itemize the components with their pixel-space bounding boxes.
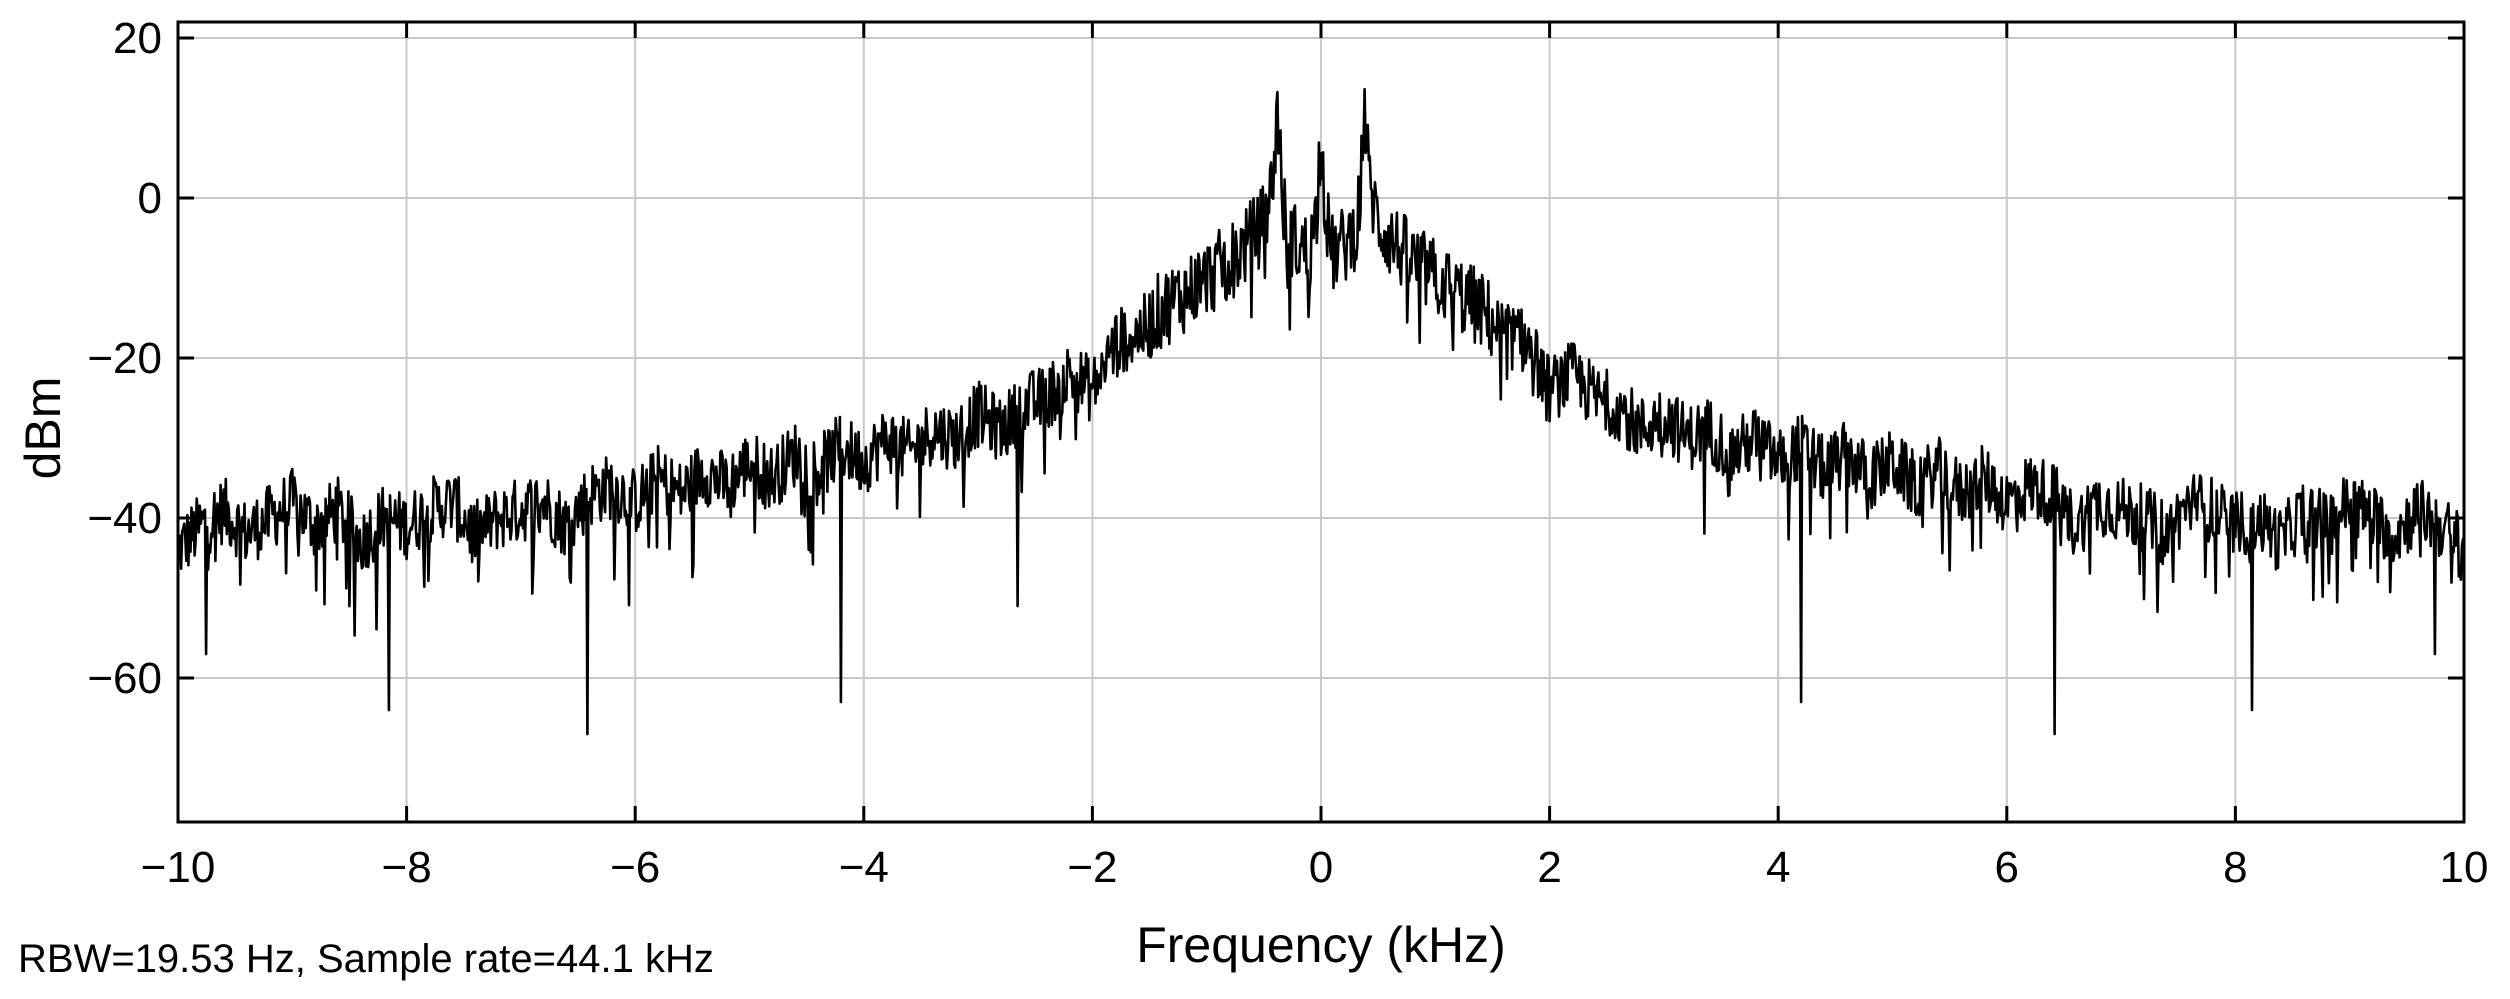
x-tick-labels: −10 −8 −6 −4 −2 0 2 4 6 8 10 (141, 843, 2489, 892)
y-tick-labels: 20 0 −20 −40 −60 (87, 14, 162, 703)
x-tick-label: −2 (1067, 843, 1117, 892)
x-tick-label: −8 (382, 843, 432, 892)
y-tick-label: −40 (87, 494, 162, 543)
x-tick-label: 0 (1309, 843, 1333, 892)
spectrum-trace (177, 87, 2466, 736)
y-axis-title: dBm (15, 377, 71, 480)
x-tick-label: 6 (1995, 843, 2019, 892)
axis-ticks (176, 22, 2466, 822)
grid-lines (177, 22, 2465, 822)
x-tick-label: −4 (839, 843, 889, 892)
x-tick-label: 2 (1537, 843, 1561, 892)
x-tick-label: 8 (2223, 843, 2247, 892)
x-tick-label: −6 (610, 843, 660, 892)
x-tick-label: 10 (2440, 843, 2489, 892)
y-tick-label: 20 (113, 14, 162, 63)
spectrum-line (177, 87, 2466, 736)
y-tick-label: −20 (87, 334, 162, 383)
y-tick-label: −60 (87, 654, 162, 703)
x-tick-label: 4 (1766, 843, 1790, 892)
rbw-annotation: RBW=19.53 Hz, Sample rate=44.1 kHz (18, 937, 714, 981)
x-tick-label: −10 (141, 843, 216, 892)
y-tick-label: 0 (138, 174, 162, 223)
x-axis-title: Frequency (kHz) (1136, 917, 1506, 973)
